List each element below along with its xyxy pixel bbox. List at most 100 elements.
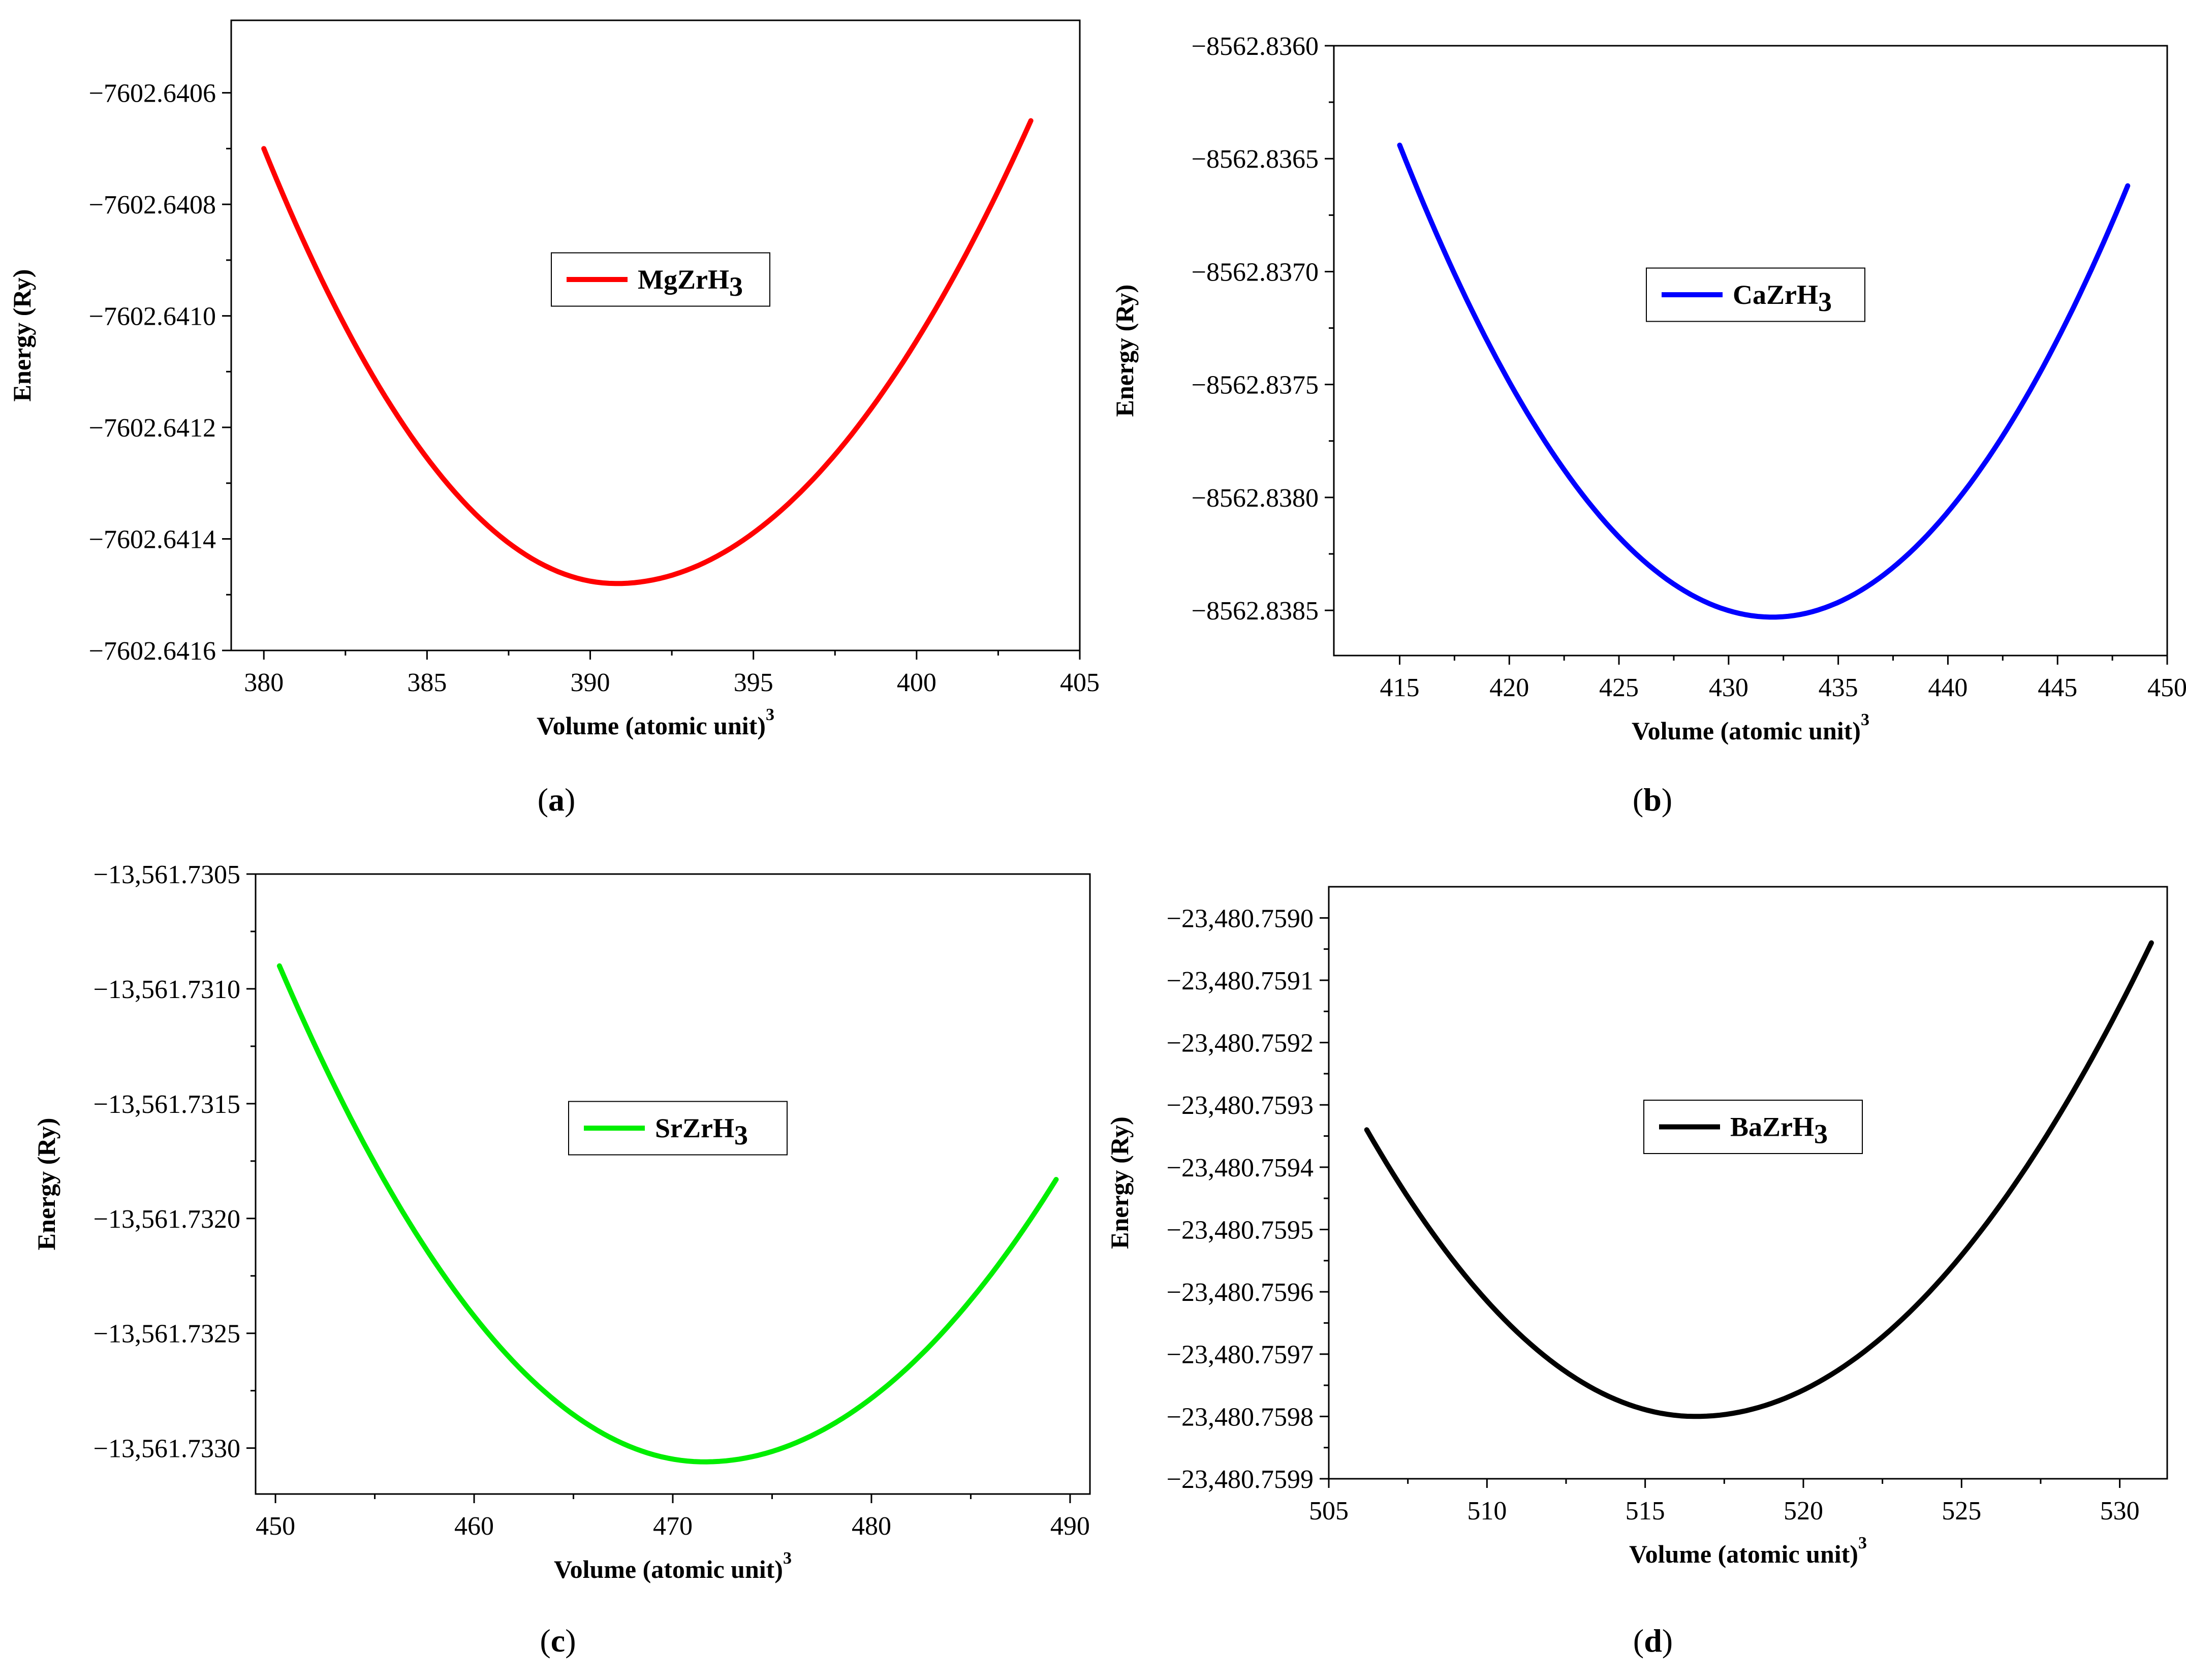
x-tick-label: 515: [1626, 1497, 1665, 1526]
y-tick-label: −7602.6408: [89, 191, 216, 220]
x-tick-label: 445: [2038, 673, 2077, 702]
y-tick-label: −8562.8365: [1192, 145, 1319, 174]
y-tick-label: −23,480.7592: [1167, 1029, 1314, 1058]
x-tick-label: 395: [734, 668, 773, 697]
y-tick-label: −23,480.7593: [1167, 1091, 1314, 1120]
y-tick-label: −8562.8375: [1192, 371, 1319, 400]
legend: SrZrH3: [568, 1101, 788, 1156]
legend-label: BaZrH3: [1730, 1112, 1828, 1149]
axes-frame: [230, 19, 1081, 651]
y-axis-title: Energy (Ry): [32, 1118, 60, 1251]
x-axis-title-text: Volume (atomic unit): [1629, 1540, 1858, 1568]
x-axis-title: Volume (atomic unit)3: [554, 1549, 792, 1583]
y-tick-label: −7602.6414: [89, 525, 216, 554]
x-axis-title: Volume (atomic unit)3: [537, 705, 774, 740]
y-axis-title: Energy (Ry): [8, 269, 36, 402]
x-axis-title-superscript: 3: [783, 1549, 792, 1568]
caption-close: ): [565, 1623, 576, 1659]
y-tick-label: −23,480.7590: [1167, 904, 1314, 933]
caption-close: ): [565, 782, 575, 818]
y-tick-label: −23,480.7598: [1167, 1403, 1314, 1432]
legend: CaZrH3: [1646, 267, 1865, 322]
y-tick-label: −23,480.7596: [1167, 1278, 1314, 1307]
legend: MgZrH3: [551, 252, 770, 307]
y-tick-label: −23,480.7591: [1167, 967, 1314, 995]
x-tick-label: 520: [1784, 1497, 1823, 1526]
y-tick-label: −7602.6406: [89, 79, 216, 108]
caption-letter: b: [1643, 782, 1662, 818]
y-tick-label: −23,480.7594: [1167, 1154, 1314, 1183]
caption-letter: a: [548, 782, 565, 818]
series-line-BaZrH3: [1364, 940, 2154, 1419]
caption-letter: d: [1644, 1623, 1662, 1659]
y-tick-label: −8562.8370: [1192, 258, 1319, 287]
y-axis-title: Energy (Ry): [1105, 1116, 1134, 1249]
y-tick-label: −13,561.7325: [93, 1320, 240, 1349]
x-tick-label: 525: [1942, 1497, 1981, 1526]
x-tick-label: 510: [1467, 1497, 1507, 1526]
y-tick-label: −13,561.7315: [93, 1090, 240, 1119]
panel-caption: (c): [540, 1623, 576, 1659]
x-tick-label: 450: [2147, 673, 2186, 702]
y-tick-label: −13,561.7310: [93, 975, 240, 1004]
x-tick-label: 505: [1309, 1497, 1349, 1526]
x-axis-title-text: Volume (atomic unit): [537, 711, 766, 740]
x-axis-title-text: Volume (atomic unit): [1632, 717, 1861, 745]
x-axis-title-text: Volume (atomic unit): [554, 1555, 783, 1583]
y-tick-label: −8562.8385: [1192, 597, 1319, 626]
legend-label: MgZrH3: [638, 264, 743, 302]
x-tick-label: 400: [897, 668, 936, 697]
x-axis-title-superscript: 3: [766, 705, 774, 724]
x-axis-title: Volume (atomic unit)3: [1629, 1534, 1867, 1568]
x-tick-label: 480: [852, 1512, 891, 1541]
y-tick-label: −7602.6410: [89, 302, 216, 331]
x-tick-label: 380: [244, 668, 284, 697]
y-tick-label: −13,561.7305: [93, 860, 240, 889]
y-axis-title: Energy (Ry): [1110, 285, 1139, 417]
y-tick-label: −7602.6412: [89, 414, 216, 443]
legend-label-subscript: 3: [1818, 287, 1832, 317]
y-tick-label: −7602.6416: [89, 637, 216, 666]
y-tick-label: −8562.8380: [1192, 484, 1319, 513]
x-tick-label: 425: [1599, 673, 1639, 702]
y-tick-label: −23,480.7595: [1167, 1216, 1314, 1245]
legend-label-subscript: 3: [734, 1120, 748, 1150]
y-tick-label: −13,561.7320: [93, 1205, 240, 1234]
caption-open: (: [538, 782, 548, 818]
series-line-SrZrH3: [276, 963, 1059, 1465]
x-tick-label: 470: [653, 1512, 693, 1541]
axes-frame: [1328, 886, 2168, 1480]
x-tick-label: 430: [1709, 673, 1748, 702]
legend-label-base: CaZrH: [1733, 279, 1818, 310]
series-line-CaZrH3: [1397, 142, 2131, 620]
legend-label: CaZrH3: [1733, 279, 1832, 317]
axes-frame: [1333, 45, 2168, 657]
chart-panel-a: 380 385 390 395 400 405 −7602.6406 −7602.6408 −7…: [8, 19, 1100, 818]
y-tick-label: −23,480.7597: [1167, 1341, 1314, 1370]
x-tick-label: 450: [256, 1512, 295, 1541]
axes-frame: [255, 873, 1091, 1495]
caption-open: (: [540, 1623, 550, 1659]
caption-close: ): [1662, 782, 1672, 818]
x-tick-label: 415: [1380, 673, 1419, 702]
caption-letter: c: [551, 1623, 565, 1659]
chart-panel-c: 450 460 470 480 490 −13,561.7305 −13,561.7310 −…: [32, 860, 1091, 1659]
y-tick-label: −8562.8360: [1192, 32, 1319, 61]
x-tick-label: 440: [1928, 673, 1968, 702]
legend-label-subscript: 3: [1814, 1119, 1828, 1149]
chart-panel-d: 505 510 515 520 525 530 −23,480.7590 −23,480.75…: [1105, 886, 2168, 1659]
x-tick-label: 530: [2100, 1497, 2140, 1526]
x-axis-title: Volume (atomic unit)3: [1632, 710, 1869, 745]
panel-caption: (b): [1633, 782, 1672, 818]
x-tick-label: 390: [571, 668, 610, 697]
legend-label-base: MgZrH: [638, 264, 729, 295]
caption-open: (: [1633, 782, 1643, 818]
x-axis-title-superscript: 3: [1858, 1534, 1867, 1552]
legend-label-base: BaZrH: [1730, 1112, 1814, 1142]
x-tick-label: 460: [454, 1512, 494, 1541]
x-axis-title-superscript: 3: [1861, 710, 1869, 729]
x-tick-label: 435: [1819, 673, 1858, 702]
x-tick-label: 385: [407, 668, 447, 697]
x-tick-label: 420: [1489, 673, 1529, 702]
